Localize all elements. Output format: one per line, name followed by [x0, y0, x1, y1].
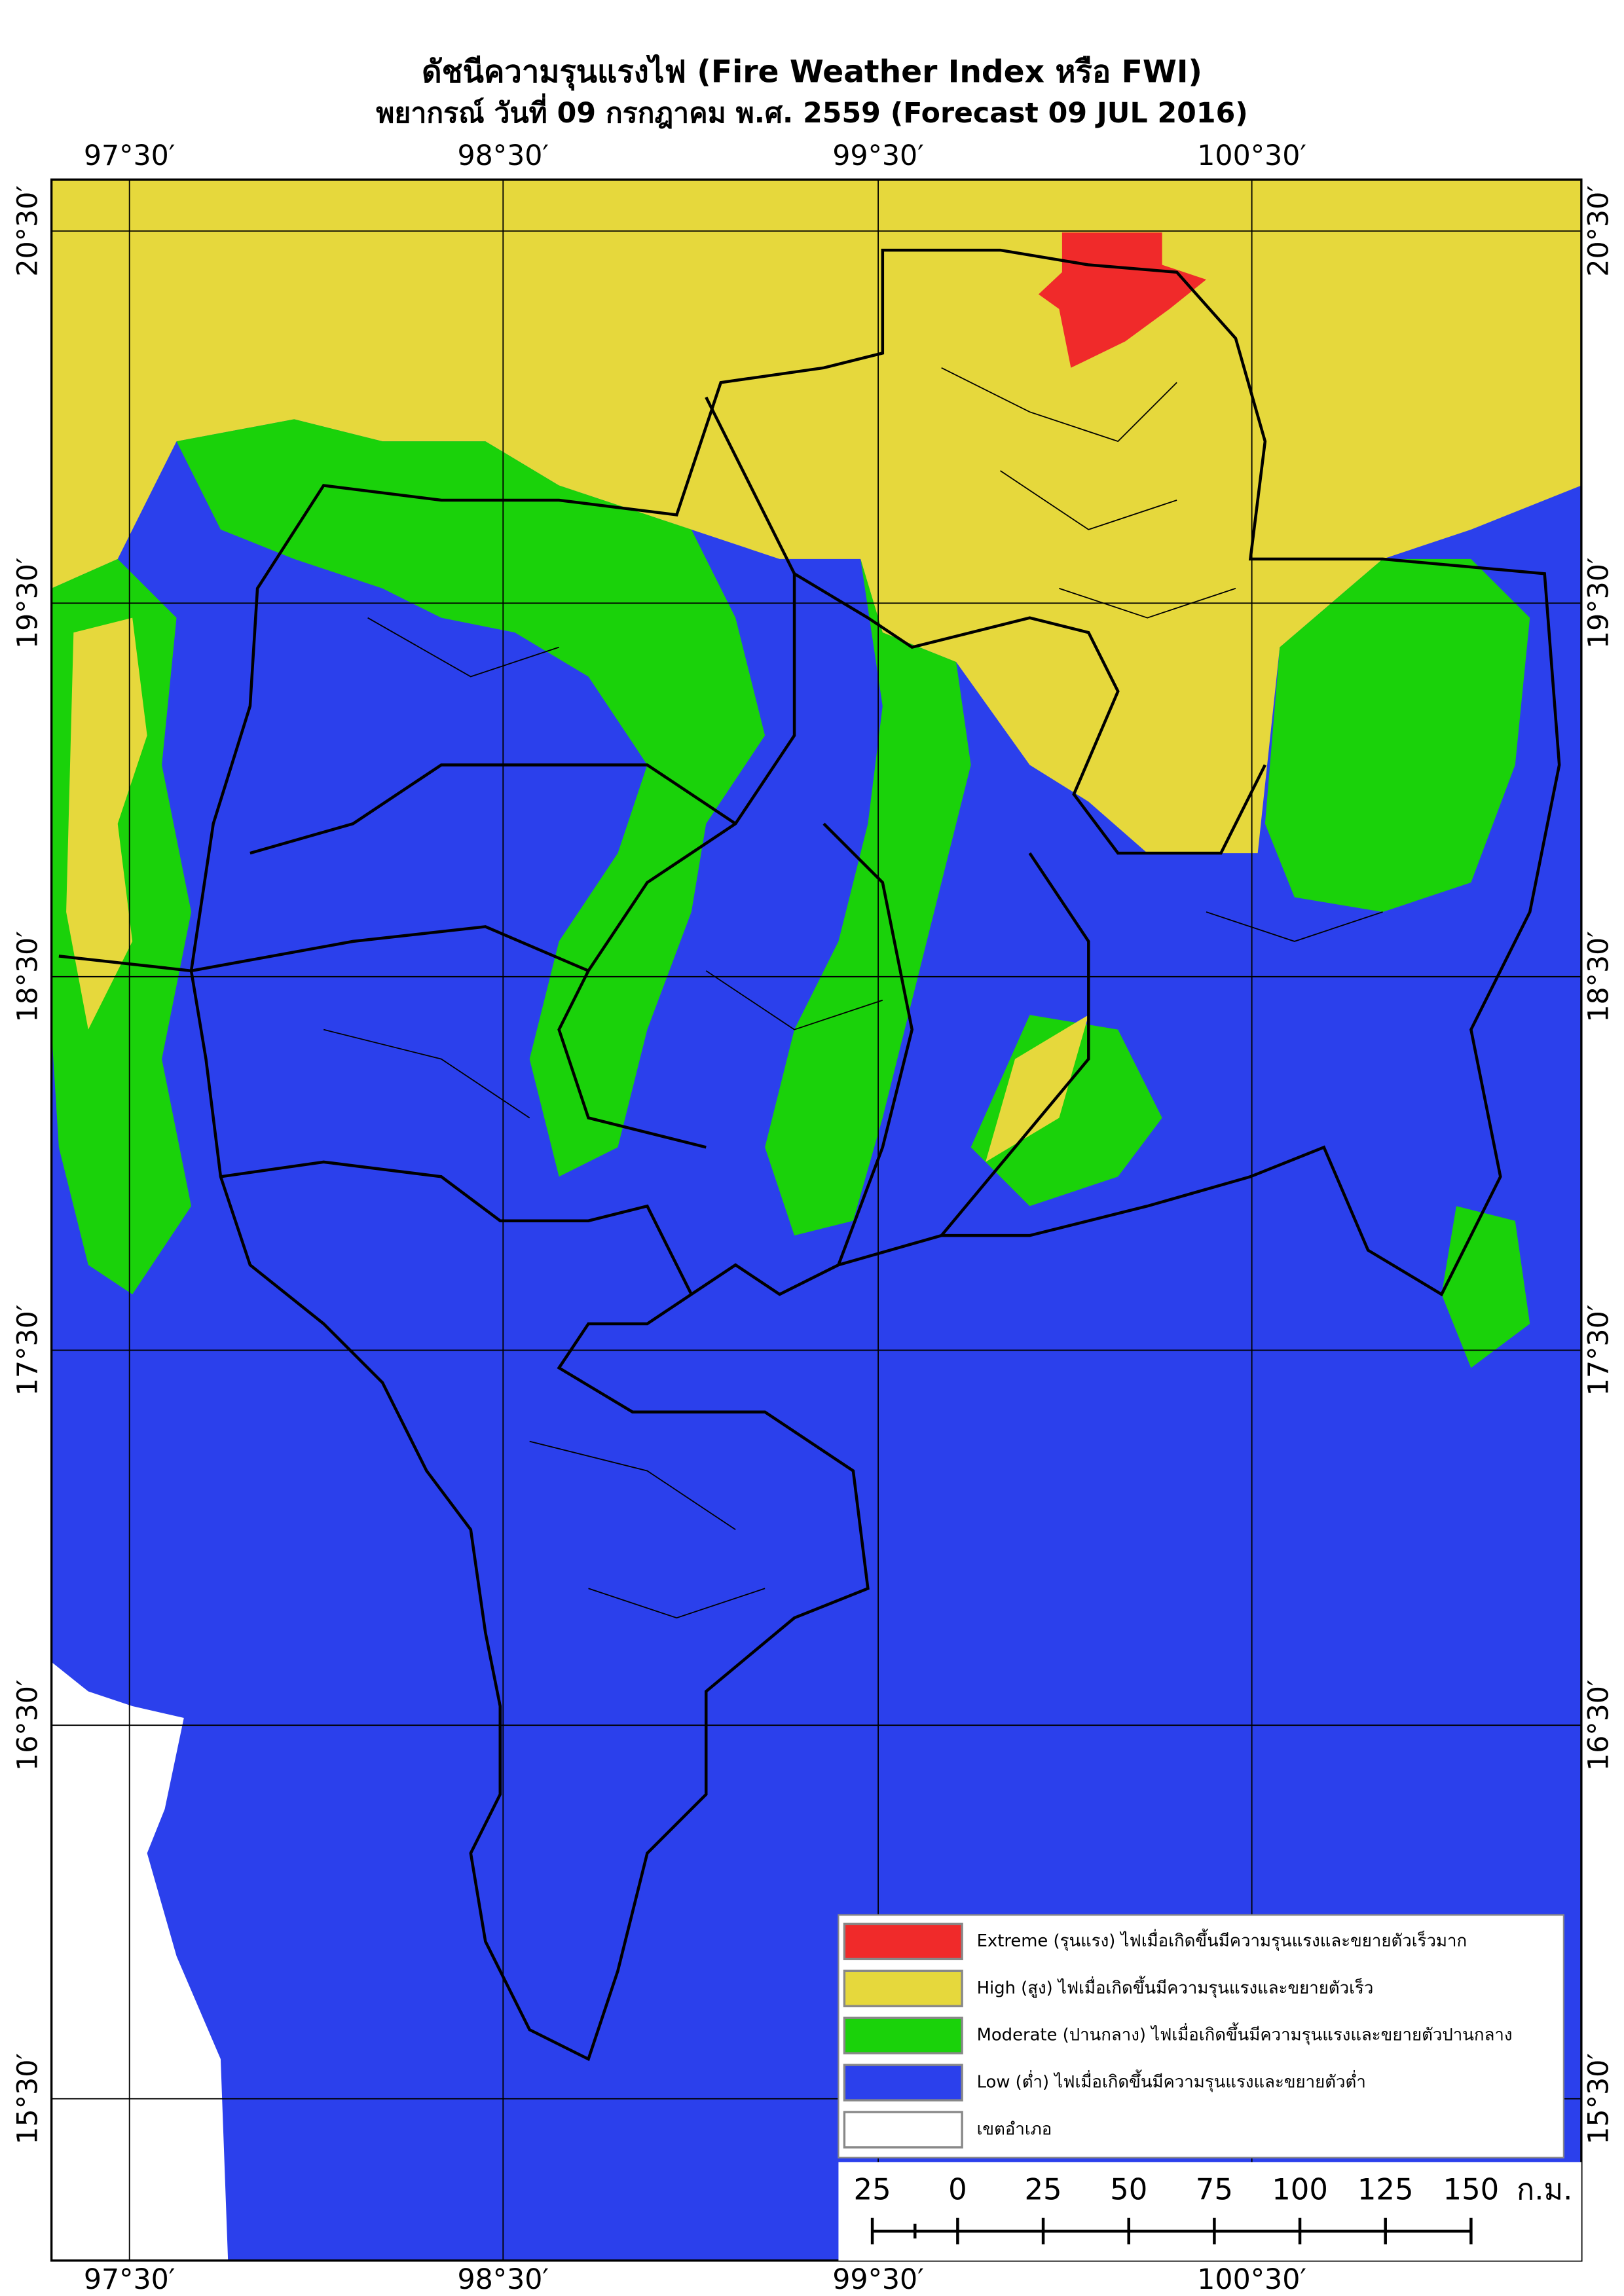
subtitle: พยากรณ์ วันที่ 09 กรกฎาคม พ.ศ. 2559 (For… — [376, 93, 1248, 130]
lon-label-bottom: 97°30′ — [84, 2263, 175, 2296]
scale-label: 0 — [948, 2172, 967, 2206]
lat-label-left: 17°30′ — [11, 1305, 44, 1396]
lon-label-bottom: 98°30′ — [457, 2263, 549, 2296]
lat-label-right: 17°30′ — [1583, 1305, 1615, 1396]
scale-bar-box — [838, 2162, 1581, 2261]
legend-label: เขตอำเภอ — [977, 2119, 1052, 2139]
legend-label: High (สูง) ไฟเมื่อเกิดขึ้นมีความรุนแรงแล… — [977, 1976, 1374, 1998]
lat-label-left: 15°30′ — [11, 2053, 44, 2145]
scale-label: 25 — [1024, 2172, 1061, 2206]
scale-unit: ก.ม. — [1517, 2172, 1572, 2206]
lat-label-right: 18°30′ — [1583, 931, 1615, 1023]
map: 97°30′ 97°30′ 98°30′ 98°30′ 99°30′ 99°30′ 100°… — [11, 139, 1615, 2296]
legend-swatch — [843, 2064, 963, 2102]
lon-label-top: 99°30′ — [832, 139, 924, 172]
legend-swatch — [843, 2111, 963, 2149]
legend-label: Extreme (รุนแรง) ไฟเมื่อเกิดขึ้นมีความรุ… — [977, 1929, 1467, 1951]
legend-label: Low (ต่ำ) ไฟเมื่อเกิดขึ้นมีความรุนแรงและ… — [977, 2070, 1366, 2092]
scale-label: 75 — [1196, 2172, 1233, 2206]
lat-label-left: 20°30′ — [11, 185, 44, 277]
lon-label-top: 98°30′ — [457, 139, 549, 172]
scale-label: 25 — [854, 2172, 891, 2206]
scale-items: 25 0 25 50 75 100 125 150 ก.ม. — [854, 2172, 1572, 2245]
legend-swatch — [843, 2016, 963, 2054]
legend: Extreme (รุนแรง) ไฟเมื่อเกิดขึ้นมีความรุ… — [838, 1914, 1565, 2159]
legend-swatch — [843, 1969, 963, 2007]
lat-label-left: 16°30′ — [11, 1679, 44, 1771]
high-area — [986, 1015, 1089, 1162]
moderate-area — [1441, 1206, 1530, 1368]
scale-label: 50 — [1110, 2172, 1147, 2206]
district-borders — [323, 367, 1383, 1619]
title: ดัชนีความรุนแรงไฟ (Fire Weather Index หร… — [422, 54, 1202, 91]
map-frame — [50, 178, 1583, 2262]
lat-label-left: 19°30′ — [11, 557, 44, 649]
graticule: 97°30′ 97°30′ 98°30′ 98°30′ 99°30′ 99°30′ 100°… — [11, 139, 1615, 2296]
high-area — [51, 179, 1581, 854]
legend-label: Moderate (ปานกลาง) ไฟเมื่อเกิดขึ้นมีความ… — [977, 2023, 1513, 2045]
lat-label-right: 16°30′ — [1583, 1679, 1615, 1771]
scale-label: 100 — [1272, 2172, 1328, 2206]
lat-label-right: 20°30′ — [1583, 185, 1615, 277]
moderate-area — [765, 558, 971, 1236]
sea-area — [51, 1662, 229, 2261]
lon-label-bottom: 100°30′ — [1197, 2263, 1306, 2296]
moderate-area — [1264, 558, 1530, 912]
scale-label: 125 — [1357, 2172, 1414, 2206]
scale-label: 150 — [1443, 2172, 1500, 2206]
scale-bar: 25 0 25 50 75 100 125 150 ก.ม. — [838, 2162, 1581, 2261]
lat-label-right: 19°30′ — [1583, 557, 1615, 649]
lon-label-bottom: 99°30′ — [832, 2263, 924, 2296]
high-area — [66, 617, 147, 1030]
province-borders — [58, 248, 1561, 2062]
legend-items: Extreme (รุนแรง) ไฟเมื่อเกิดขึ้นมีความรุ… — [843, 1922, 1513, 2149]
lon-label-top: 100°30′ — [1197, 139, 1306, 172]
extreme-area — [1038, 232, 1207, 368]
lon-label-top: 97°30′ — [84, 139, 175, 172]
lat-label-left: 18°30′ — [11, 931, 44, 1023]
lat-label-right: 15°30′ — [1583, 2053, 1615, 2145]
legend-swatch — [843, 1922, 963, 1961]
moderate-area — [176, 419, 766, 1177]
